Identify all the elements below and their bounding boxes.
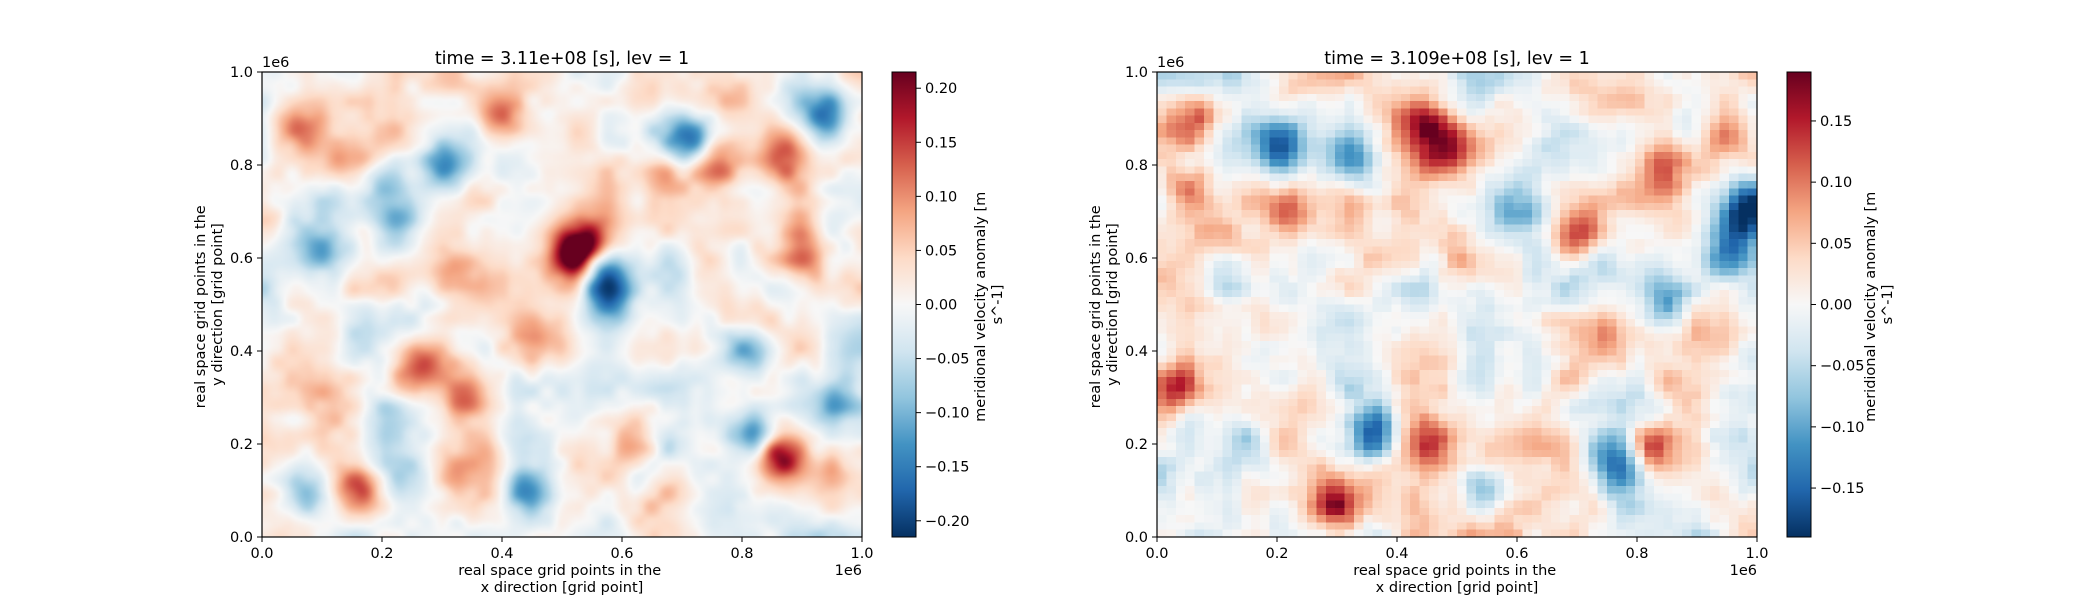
x-tick-label: 0.6 — [1505, 546, 1528, 562]
colorbar-ticks: −0.20 −0.15 −0.10 −0.05 0.00 0.05 0.10 0.15 0.20 — [916, 81, 969, 530]
y-tick-label: 0.4 — [230, 344, 253, 360]
x-tick-label: 1.0 — [1745, 546, 1768, 562]
y-tick-label: 0.6 — [230, 251, 253, 267]
x-axis-label-line: x direction [grid point] — [1376, 580, 1539, 596]
colorbar-tick-label: −0.15 — [1820, 481, 1864, 497]
colorbar-tick-label: 0.15 — [1820, 114, 1852, 130]
colorbar-tick-label: −0.15 — [925, 460, 969, 476]
colorbar-ticks: −0.15 −0.10 −0.05 0.00 0.05 0.10 0.15 — [1811, 114, 1864, 497]
x-tick-label: 0.0 — [250, 546, 273, 562]
colorbar-tick-label: 0.10 — [1820, 175, 1852, 191]
x-axis-offset-label: 1e6 — [1730, 563, 1757, 579]
colorbar-label: meridional velocity anomaly [m s^-1] — [973, 187, 1006, 422]
heatmap-field — [1157, 72, 1757, 537]
heatmap-image — [262, 72, 862, 537]
y-tick-label: 0.0 — [1125, 530, 1148, 546]
y-axis-label-line: real space grid points in the — [1088, 205, 1104, 408]
y-tick-label: 0.2 — [230, 437, 253, 453]
y-tick-label: 0.4 — [1125, 344, 1148, 360]
y-axis-label: real space grid points in the y directio… — [193, 201, 226, 409]
chart-title: time = 3.11e+08 [s], lev = 1 — [435, 49, 689, 69]
y-tick-label: 0.0 — [230, 530, 253, 546]
x-axis-label: real space grid points in the x directio… — [1353, 563, 1561, 596]
x-axis-offset-label: 1e6 — [835, 563, 862, 579]
colorbar: −0.15 −0.10 −0.05 0.00 0.05 0.10 0.15 meridion… — [1786, 71, 1896, 538]
y-tick-label: 1.0 — [1125, 65, 1148, 81]
x-tick-label: 0.4 — [1385, 546, 1408, 562]
y-axis: 0.0 0.2 0.4 0.6 0.8 1.0 — [1125, 65, 1157, 546]
y-tick-label: 0.8 — [1125, 158, 1148, 174]
y-axis-label-line: real space grid points in the — [193, 205, 209, 408]
colorbar-label-line: meridional velocity anomaly [m — [1863, 192, 1879, 422]
y-axis-offset-label: 1e6 — [262, 55, 289, 71]
y-tick-label: 0.2 — [1125, 437, 1148, 453]
x-tick-label: 0.4 — [490, 546, 513, 562]
colorbar-gradient — [1786, 71, 1812, 538]
y-tick-label: 1.0 — [230, 65, 253, 81]
y-axis: 0.0 0.2 0.4 0.6 0.8 1.0 — [230, 65, 262, 546]
x-axis-label-line: real space grid points in the — [458, 563, 661, 579]
x-tick-label: 1.0 — [850, 546, 873, 562]
colorbar: −0.20 −0.15 −0.10 −0.05 0.00 0.05 0.10 0.15 0.20… — [891, 71, 1006, 538]
x-axis-label: real space grid points in the x directio… — [458, 563, 666, 596]
x-axis-label-line: real space grid points in the — [1353, 563, 1556, 579]
heatmap-field — [262, 72, 862, 537]
colorbar-tick-label: 0.20 — [925, 81, 957, 97]
x-tick-label: 0.0 — [1145, 546, 1168, 562]
x-axis: 0.0 0.2 0.4 0.6 0.8 1.0 — [1145, 537, 1769, 562]
colorbar-tick-label: −0.05 — [1820, 359, 1864, 375]
colorbar-tick-label: 0.05 — [1820, 236, 1852, 252]
colorbar-tick-label: 0.00 — [925, 298, 957, 314]
y-axis-label-line: y direction [grid point] — [210, 223, 226, 386]
x-axis: 0.0 0.2 0.4 0.6 0.8 1.0 — [250, 537, 874, 562]
colorbar-tick-label: 0.05 — [925, 243, 957, 259]
x-tick-label: 0.8 — [730, 546, 753, 562]
colorbar-tick-label: −0.10 — [1820, 420, 1864, 436]
colorbar-label-line: s^-1] — [990, 285, 1006, 325]
x-tick-label: 0.8 — [1625, 546, 1648, 562]
colorbar-tick-label: 0.00 — [1820, 298, 1852, 314]
colorbar-tick-label: 0.15 — [925, 135, 957, 151]
chart-title: time = 3.109e+08 [s], lev = 1 — [1324, 49, 1590, 69]
colorbar-tick-label: 0.10 — [925, 189, 957, 205]
colorbar-tick-label: −0.10 — [925, 406, 969, 422]
colorbar-gradient — [891, 71, 917, 538]
chart-panel-left: time = 3.11e+08 [s], lev = 1 0.0 0.2 0.4 0.… — [193, 49, 1006, 596]
heatmap-image — [1157, 72, 1757, 537]
plot-frame — [1156, 71, 1758, 538]
colorbar-label-line: meridional velocity anomaly [m — [973, 192, 989, 422]
y-axis-offset-label: 1e6 — [1157, 55, 1184, 71]
colorbar-tick-label: −0.05 — [925, 352, 969, 368]
y-tick-label: 0.6 — [1125, 251, 1148, 267]
colorbar-label: meridional velocity anomaly [m s^-1] — [1863, 187, 1896, 422]
x-axis-label-line: x direction [grid point] — [481, 580, 644, 596]
plot-frame — [261, 71, 863, 538]
x-tick-label: 0.2 — [370, 546, 393, 562]
x-tick-label: 0.2 — [1265, 546, 1288, 562]
chart-panel-right: time = 3.109e+08 [s], lev = 1 0.0 0.2 0.4 0… — [1088, 49, 1896, 596]
x-tick-label: 0.6 — [610, 546, 633, 562]
y-tick-label: 0.8 — [230, 158, 253, 174]
y-axis-label-line: y direction [grid point] — [1105, 223, 1121, 386]
colorbar-label-line: s^-1] — [1880, 285, 1896, 325]
y-axis-label: real space grid points in the y directio… — [1088, 201, 1121, 409]
colorbar-tick-label: −0.20 — [925, 514, 969, 530]
